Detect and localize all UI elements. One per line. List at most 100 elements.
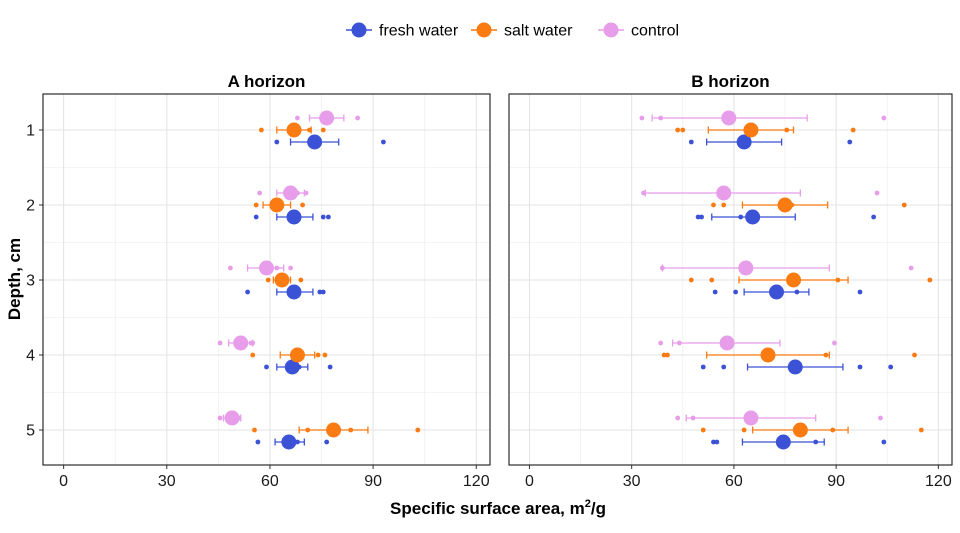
data-point-salt — [688, 277, 694, 283]
legend-label-fresh: fresh water — [379, 23, 459, 40]
mean-point-control — [233, 335, 249, 351]
x-tick-label: 90 — [827, 473, 845, 490]
data-point-control — [250, 340, 256, 346]
mean-point-control — [719, 335, 735, 351]
panel-border — [42, 93, 491, 466]
legend: fresh water salt water control — [346, 22, 679, 40]
data-point-fresh — [325, 214, 331, 220]
data-point-salt — [918, 427, 924, 433]
facet-a-horizon: 0 30 60 90 120 1 2 3 4 5 A horizon — [26, 72, 491, 490]
data-point-salt — [675, 127, 681, 133]
data-point-fresh — [712, 289, 718, 295]
x-tick-label: 120 — [925, 473, 952, 490]
data-point-control — [217, 340, 223, 346]
data-point-control — [295, 115, 300, 121]
mean-point-salt — [274, 272, 290, 288]
data-point-fresh — [320, 289, 326, 295]
data-point-salt — [253, 202, 259, 208]
data-point-control — [641, 190, 647, 196]
mean-point-control — [224, 410, 240, 426]
data-point-fresh — [327, 364, 333, 370]
data-point-fresh — [711, 439, 716, 445]
mean-point-control — [716, 185, 732, 201]
x-axis-title-superscript: 2 — [585, 498, 591, 510]
data-point-salt — [680, 127, 686, 133]
mean-point-fresh — [736, 134, 752, 150]
data-point-control — [881, 115, 887, 121]
mean-point-fresh — [284, 359, 300, 375]
data-point-fresh — [688, 139, 694, 145]
data-point-salt — [298, 277, 304, 283]
y-tick-label: 2 — [26, 198, 35, 215]
data-point-control — [288, 265, 293, 271]
x-tick-label: 60 — [261, 473, 279, 490]
x-tick-label: 30 — [623, 473, 641, 490]
data-point-fresh — [813, 439, 819, 445]
data-point-fresh — [253, 214, 259, 220]
data-point-control — [257, 190, 263, 196]
data-point-control — [227, 265, 233, 271]
data-point-fresh — [857, 364, 863, 370]
data-point-salt — [661, 352, 667, 358]
mean-point-control — [319, 110, 335, 126]
data-point-fresh — [324, 439, 330, 445]
mean-point-fresh — [769, 284, 785, 300]
mean-point-salt — [786, 272, 802, 288]
data-point-salt — [927, 277, 933, 283]
data-point-salt — [315, 352, 321, 358]
data-point-salt — [320, 127, 326, 133]
mean-point-control — [743, 410, 759, 426]
data-point-salt — [665, 352, 670, 358]
data-point-control — [658, 115, 664, 121]
data-point-control — [658, 340, 664, 346]
x-axis-title-suffix: /g — [591, 499, 606, 518]
mean-point-control — [721, 110, 737, 126]
legend-key-dot-fresh — [351, 22, 367, 38]
data-point-control — [676, 340, 682, 346]
x-axis-title: Specific surface area, m2/g — [390, 498, 606, 518]
data-point-salt — [835, 277, 841, 283]
data-point-fresh — [881, 439, 887, 445]
x-tick-label: 0 — [59, 473, 68, 490]
facet-title: B horizon — [691, 72, 769, 91]
mean-point-fresh — [745, 209, 761, 225]
data-point-salt — [850, 127, 856, 133]
panel-border — [508, 93, 953, 466]
data-point-salt — [252, 427, 257, 433]
mean-point-control — [283, 185, 299, 201]
mean-point-salt — [326, 422, 342, 438]
mean-point-fresh — [286, 209, 302, 225]
y-tick-label: 1 — [26, 123, 35, 140]
x-axis-title-main: Specific surface area, m — [390, 499, 585, 518]
data-point-fresh — [274, 139, 280, 145]
data-point-salt — [711, 202, 716, 208]
data-point-control — [874, 190, 880, 196]
data-point-control — [675, 415, 681, 421]
x-tick-label: 120 — [463, 473, 490, 490]
legend-key-dot-control — [603, 22, 619, 38]
mean-point-salt — [777, 197, 793, 213]
x-tick-label: 0 — [525, 473, 534, 490]
data-point-control — [303, 190, 309, 196]
data-point-fresh — [847, 139, 853, 145]
data-point-control — [908, 265, 914, 271]
data-point-salt — [721, 202, 727, 208]
data-point-fresh — [320, 214, 326, 220]
data-point-salt — [250, 352, 256, 358]
y-tick-label: 3 — [26, 273, 35, 290]
data-point-salt — [258, 127, 264, 133]
mean-point-fresh — [787, 359, 803, 375]
facet-title: A horizon — [228, 72, 306, 91]
mean-point-control — [738, 260, 754, 276]
x-tick-label: 90 — [364, 473, 382, 490]
data-point-salt — [823, 352, 829, 358]
data-point-salt — [741, 427, 747, 433]
mean-point-control — [259, 260, 274, 276]
data-point-fresh — [738, 214, 744, 220]
mean-point-fresh — [286, 284, 302, 300]
data-point-salt — [901, 202, 907, 208]
data-point-fresh — [714, 439, 720, 445]
data-point-fresh — [888, 364, 894, 370]
data-point-fresh — [857, 289, 863, 295]
data-point-control — [355, 115, 361, 121]
